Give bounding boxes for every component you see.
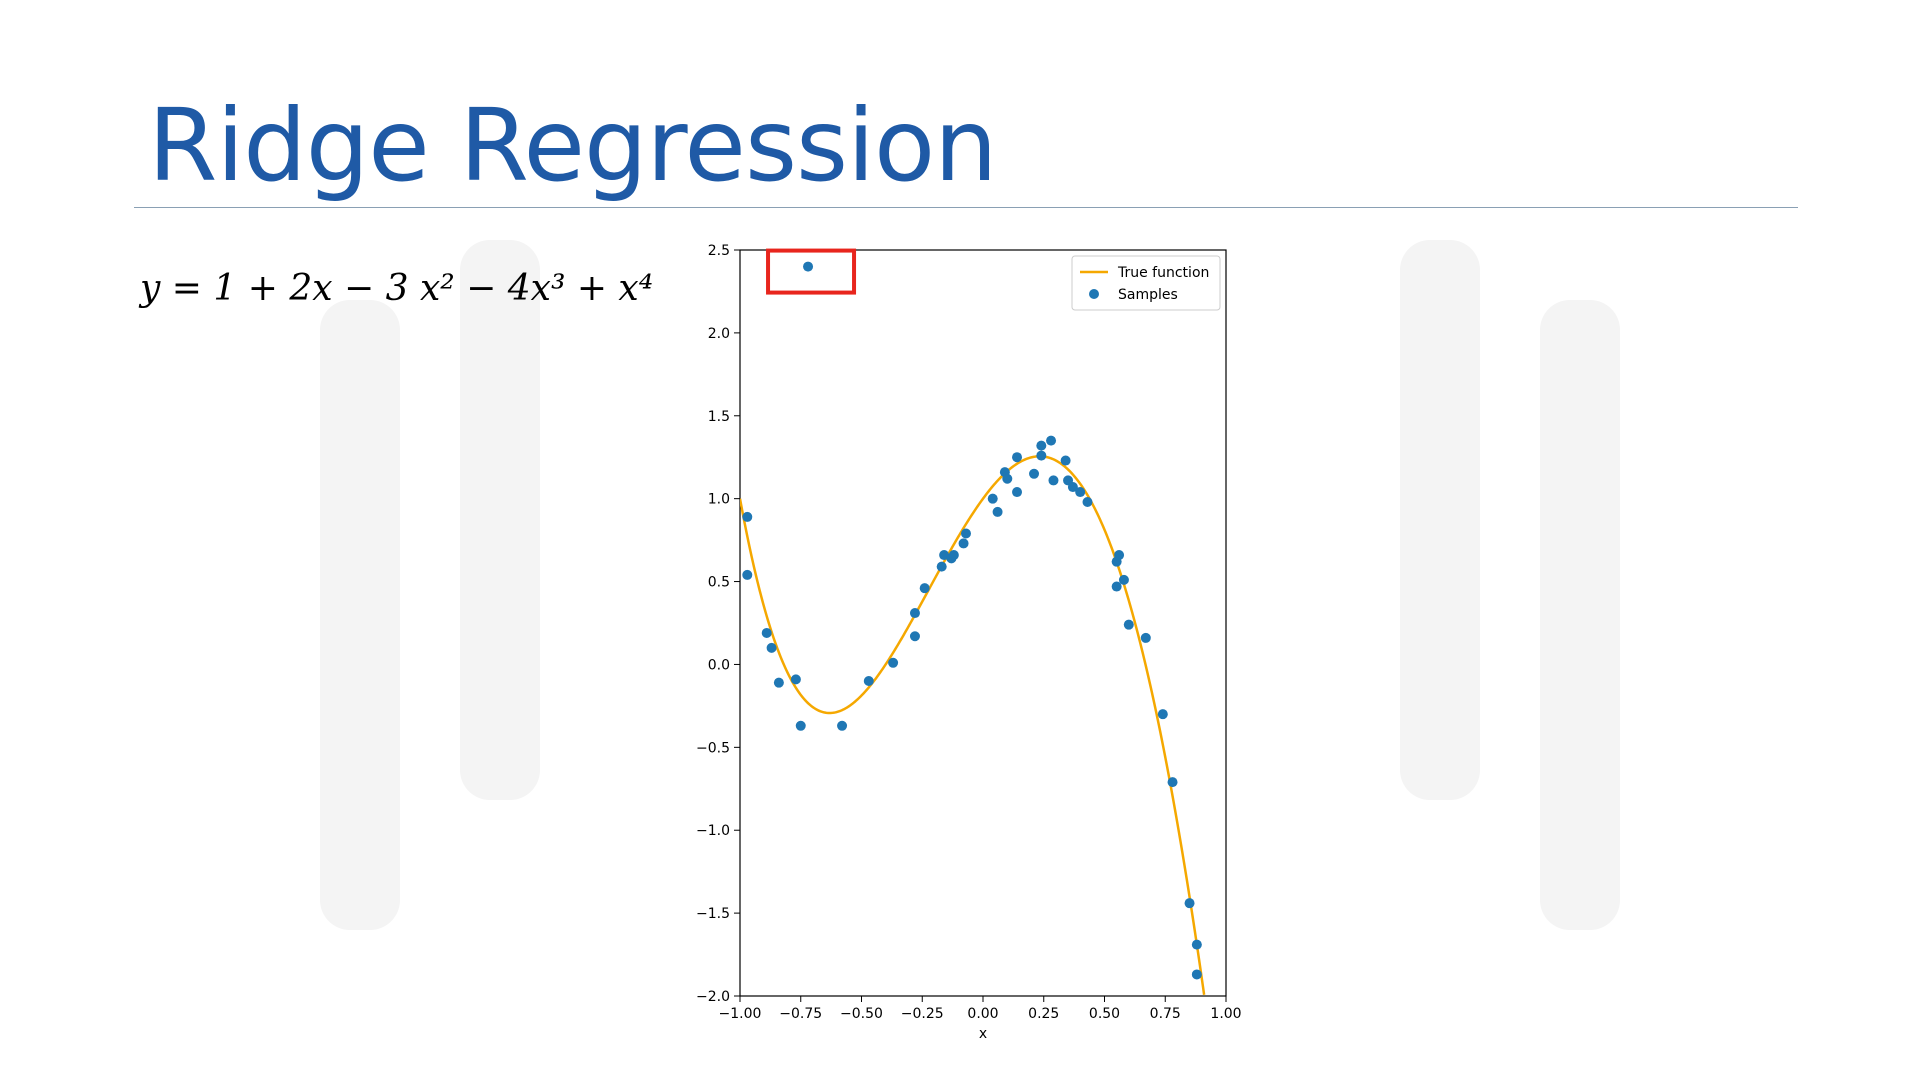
- chart: −1.00 −0.75 −0.50 −0.25 0.00 0.25 0.50 0.75 1.00…: [696, 243, 1242, 1042]
- sample-point: [919, 583, 930, 594]
- x-tick-label: 1.00: [1210, 1006, 1241, 1022]
- sample-point: [1048, 475, 1059, 486]
- sample-point: [1075, 487, 1086, 498]
- sample-point: [909, 631, 920, 642]
- sample-point: [1140, 632, 1151, 643]
- sample-point: [1002, 473, 1013, 484]
- sample-point: [1191, 939, 1202, 950]
- sample-point: [863, 676, 874, 687]
- title-divider: [134, 207, 1798, 208]
- legend-label-true-function: True function: [1117, 265, 1209, 281]
- x-tick-label: 0.75: [1150, 1006, 1181, 1022]
- sample-point: [960, 528, 971, 539]
- sample-point: [773, 677, 784, 688]
- sample-point: [1118, 574, 1129, 585]
- sample-point: [795, 720, 806, 731]
- legend-box: [1071, 255, 1221, 311]
- sample-point: [936, 561, 947, 572]
- y-tick-label: 2.5: [708, 243, 730, 259]
- equation: y = 1 + 2x − 3 x² − 4x³ + x⁴: [140, 268, 654, 309]
- sample-point: [1060, 455, 1071, 466]
- legend-label-samples: Samples: [1118, 287, 1178, 303]
- sample-point: [1082, 496, 1093, 507]
- y-tick-label: 0.5: [708, 575, 730, 591]
- y-tick-label: −0.5: [696, 740, 730, 756]
- legend-point-swatch: [1089, 289, 1099, 299]
- sample-point: [1012, 452, 1023, 463]
- sample-point: [992, 506, 1003, 517]
- sample-point: [1157, 709, 1168, 720]
- y-tick-label: −1.0: [696, 823, 730, 839]
- y-tick-label: 1.5: [708, 409, 730, 425]
- x-tick-label: 0.25: [1028, 1006, 1059, 1022]
- x-tick-label: 0.50: [1089, 1006, 1120, 1022]
- sample-point: [1036, 440, 1047, 451]
- sample-point: [948, 550, 959, 561]
- sample-point: [1012, 487, 1023, 498]
- outlier-highlight-box: [766, 248, 857, 295]
- x-axis-label: x: [979, 1026, 987, 1042]
- sample-point: [1046, 435, 1057, 446]
- y-tick-label: −2.0: [696, 989, 730, 1005]
- sample-point: [1111, 581, 1122, 592]
- sample-point: [1029, 468, 1040, 479]
- sample-point: [742, 569, 753, 580]
- sample-point: [1184, 898, 1195, 909]
- plot-frame: [739, 249, 1227, 997]
- slide-title: Ridge Regression: [148, 87, 998, 204]
- true-function-line: [740, 455, 1206, 995]
- sample-point: [909, 608, 920, 619]
- sample-point: [1114, 550, 1125, 561]
- y-tick-label: 1.0: [708, 492, 730, 508]
- sample-point: [761, 627, 772, 638]
- x-tick-label: −0.50: [840, 1006, 883, 1022]
- x-tick-label: −1.00: [719, 1006, 762, 1022]
- sample-point: [742, 511, 753, 522]
- sample-point: [1123, 619, 1134, 630]
- sample-point: [1191, 969, 1202, 980]
- x-tick-label: −0.25: [901, 1006, 944, 1022]
- sample-point: [888, 657, 899, 668]
- sample-point: [1067, 482, 1078, 493]
- sample-point: [987, 493, 998, 504]
- sample-point: [766, 642, 777, 653]
- sample-point: [1036, 450, 1047, 461]
- sample-point: [790, 674, 801, 685]
- y-tick-label: 0.0: [708, 657, 730, 673]
- sample-point: [958, 538, 969, 549]
- sample-point: [1167, 777, 1178, 788]
- x-tick-label: −0.75: [779, 1006, 822, 1022]
- sample-point: [803, 261, 814, 272]
- x-tick-label: 0.00: [967, 1006, 998, 1022]
- y-tick-label: −1.5: [696, 906, 730, 922]
- y-tick-label: 2.0: [708, 326, 730, 342]
- sample-point: [837, 720, 848, 731]
